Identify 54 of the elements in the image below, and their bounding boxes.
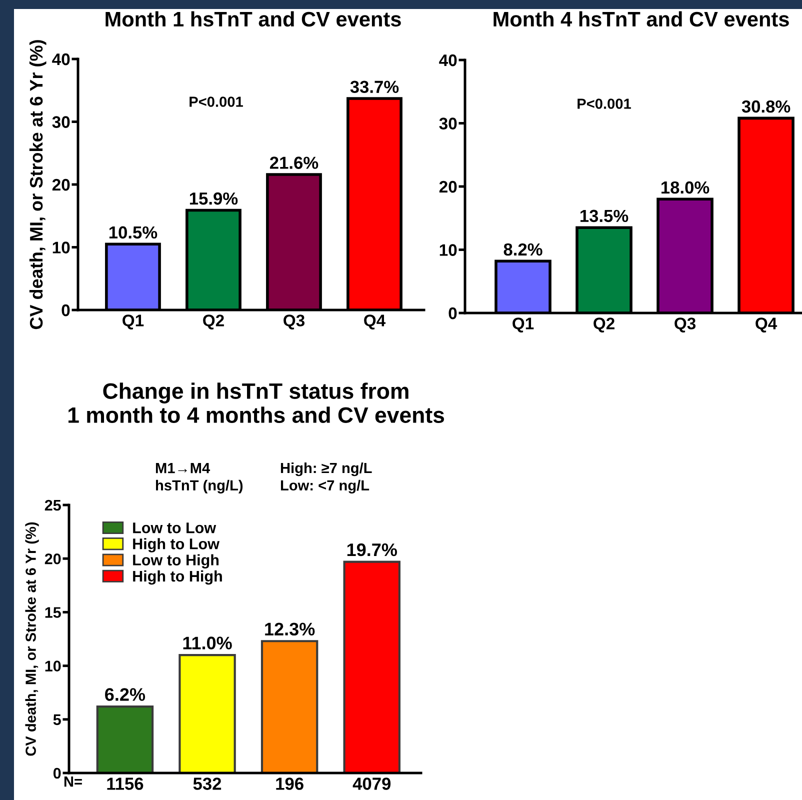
data-label: 12.3% xyxy=(265,622,315,636)
x-tick-label: Q2 xyxy=(203,314,224,330)
annotation: P<0.001 xyxy=(578,98,631,109)
x-tick-label: 1156 xyxy=(107,778,144,790)
x-tick-label: 4079 xyxy=(352,778,391,790)
data-label: 15.9% xyxy=(190,192,238,205)
x-tick-label: Q1 xyxy=(512,318,534,333)
y-tick-label: 5 xyxy=(53,714,61,726)
data-label: 11.0% xyxy=(183,636,232,650)
y-tick-label: 30 xyxy=(52,116,70,128)
y-tick-label: 20 xyxy=(52,178,70,191)
y-tick-label: 15 xyxy=(45,607,61,618)
y-axis-title: CV death, MI, or Stroke at 6 Yr (%) xyxy=(25,522,39,756)
data-label: 30.8% xyxy=(742,100,790,113)
text: High: ≥7 ng/L Low: <7 ng/L xyxy=(280,462,372,494)
x-tick-label: Q2 xyxy=(594,318,614,333)
text: N= xyxy=(64,776,82,787)
x-tick-label: Q3 xyxy=(284,314,305,330)
y-tick-label: 0 xyxy=(62,304,70,316)
chart-title: Month 4 hsTnT and CV events xyxy=(494,11,789,27)
x-tick-label: Q4 xyxy=(364,314,386,330)
data-label: 21.6% xyxy=(270,156,318,169)
text: M1→M4 hsTnT (ng/L) xyxy=(156,463,243,494)
data-label: 6.2% xyxy=(105,688,146,701)
y-tick-label: 0 xyxy=(448,307,457,320)
y-tick-label: 40 xyxy=(439,54,457,66)
legend-label: Low to High xyxy=(133,554,219,569)
legend-label: High to Low xyxy=(133,538,220,552)
data-label: 18.0% xyxy=(662,181,710,194)
y-tick-label: 10 xyxy=(52,242,70,254)
y-tick-label: 0 xyxy=(53,768,61,779)
y-axis-title: CV death, MI, or Stroke at 6 Yr (%) xyxy=(29,40,46,330)
data-label: 8.2% xyxy=(504,243,542,256)
y-tick-label: 25 xyxy=(44,500,61,511)
chart-title: Month 1 hsTnT and CV events xyxy=(106,11,401,27)
y-tick-label: 10 xyxy=(45,660,61,672)
data-label: 33.7% xyxy=(350,80,399,94)
y-tick-label: 20 xyxy=(439,180,457,193)
y-tick-label: 20 xyxy=(44,553,61,564)
x-tick-label: 532 xyxy=(193,778,222,790)
x-tick-label: Q1 xyxy=(122,314,144,330)
y-tick-label: 10 xyxy=(440,244,457,256)
legend-label: High to High xyxy=(133,570,222,585)
data-label: 13.5% xyxy=(580,210,628,222)
y-tick-label: 30 xyxy=(439,118,457,130)
legend-label: Low to Low xyxy=(133,522,216,534)
data-label: 10.5% xyxy=(109,226,158,239)
x-tick-label: 196 xyxy=(276,778,304,790)
x-tick-label: Q3 xyxy=(674,318,696,333)
data-label: 19.7% xyxy=(347,543,397,556)
chart-title: Change in hsTnT status from 1 month to 4 months and CV events xyxy=(68,382,444,423)
annotation: P<0.001 xyxy=(190,96,243,107)
y-tick-label: 40 xyxy=(52,53,70,66)
x-tick-label: Q4 xyxy=(756,318,778,333)
